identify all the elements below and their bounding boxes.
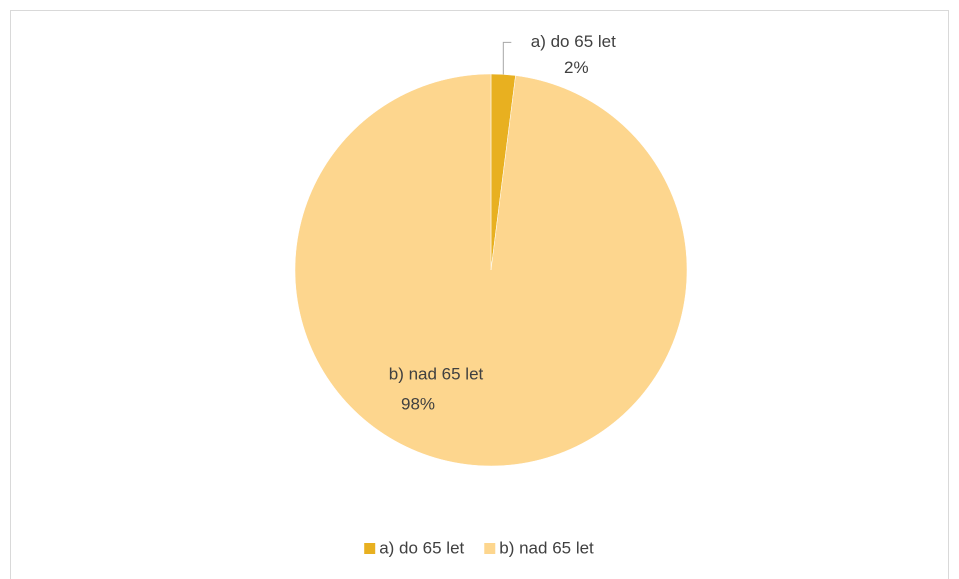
legend-label: b) nad 65 let — [499, 538, 594, 557]
pie-slice — [294, 73, 688, 467]
data-label-value: 98% — [401, 394, 435, 413]
data-label-name: b) nad 65 let — [389, 364, 484, 383]
data-label-value: 2% — [564, 58, 589, 77]
legend-swatch — [364, 543, 376, 554]
legend-label: a) do 65 let — [379, 538, 464, 557]
legend-swatch — [484, 543, 496, 554]
leader-line — [502, 41, 512, 75]
data-label-name: a) do 65 let — [531, 32, 616, 51]
